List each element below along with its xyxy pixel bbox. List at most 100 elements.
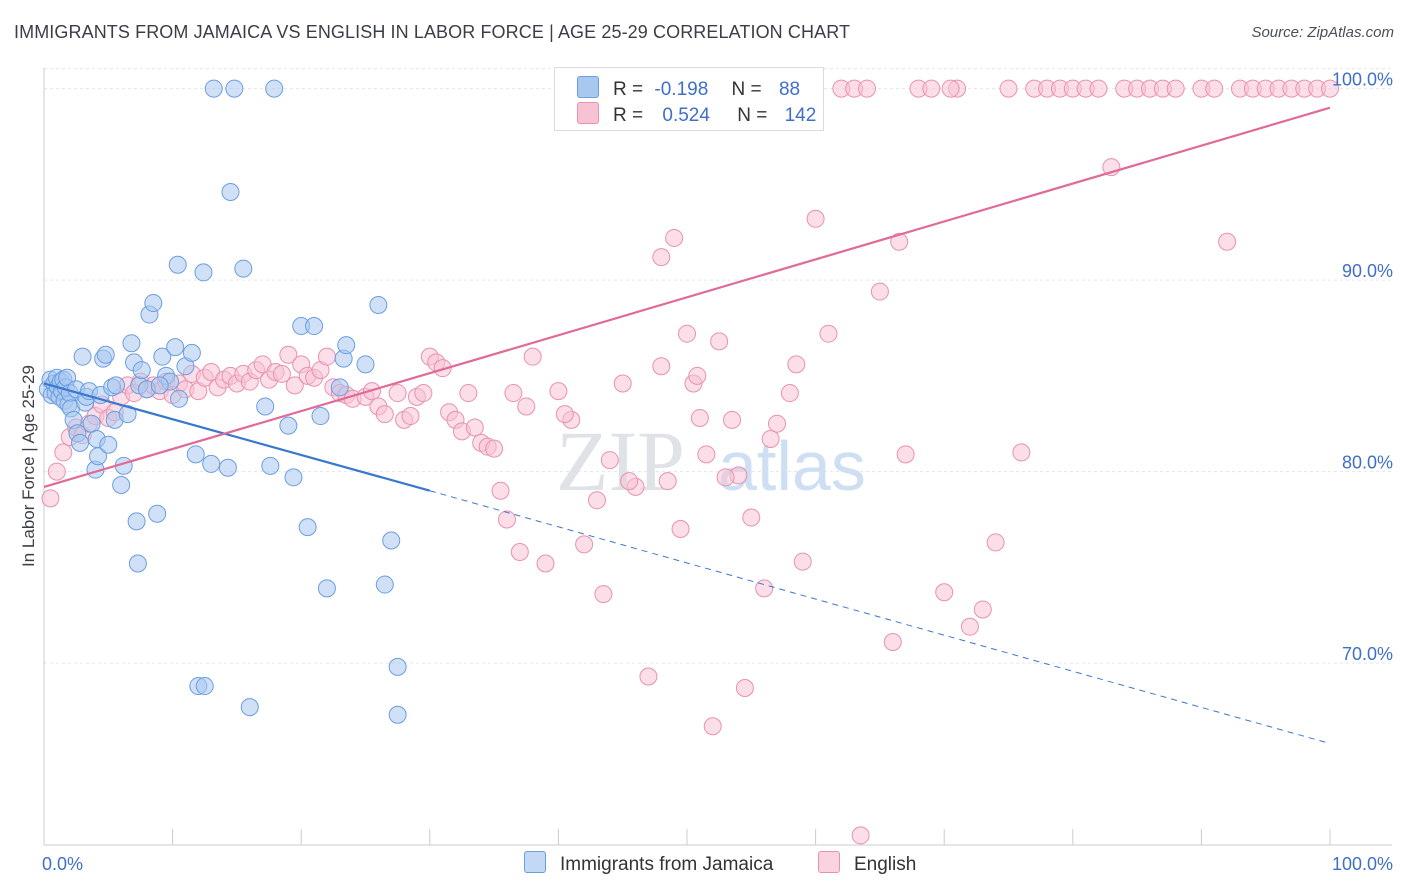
scatter-point [132, 361, 151, 380]
scatter-point [202, 454, 221, 473]
scatter-point [71, 433, 90, 452]
y-tick-label: 80.0% [1342, 453, 1393, 473]
scatter-point [311, 407, 330, 426]
scatter-point [298, 518, 317, 537]
scatter-point [941, 79, 960, 98]
scatter-point [234, 259, 253, 278]
scatter-point [999, 79, 1018, 98]
scatter-point [485, 439, 504, 458]
scatter-point [690, 408, 709, 427]
bottom-legend-swatch-pink [818, 851, 840, 873]
scatter-point [716, 468, 735, 487]
scatter-point [54, 443, 73, 462]
series-jamaica-points [38, 79, 407, 724]
scatter-point [170, 389, 189, 408]
scatter-point [710, 332, 729, 351]
scatter-point [973, 600, 992, 619]
scatter-point [555, 405, 574, 424]
bottom-legend-label: Immigrants from Jamaica [560, 854, 774, 875]
scatter-point [594, 585, 613, 604]
scatter-point [735, 678, 754, 697]
chart-title: IMMIGRANTS FROM JAMAICA VS ENGLISH IN LA… [14, 22, 851, 42]
scatter-point [819, 324, 838, 343]
series-english-points [41, 79, 1339, 845]
scatter-point [703, 717, 722, 736]
scatter-point [1321, 79, 1339, 98]
scatter-point [465, 418, 484, 437]
scatter-point [459, 384, 478, 403]
scatter-point [780, 384, 799, 403]
y-tick-label: 100.0% [1332, 70, 1393, 90]
scatter-point [41, 489, 60, 508]
scatter-point [284, 468, 303, 487]
scatter-point [337, 336, 356, 355]
trend-line-english [43, 106, 1331, 488]
scatter-point [285, 376, 304, 395]
watermark-zip: ZIP [556, 413, 685, 509]
scatter-point [168, 255, 187, 274]
scatter-point [82, 414, 101, 433]
legend-n-value: 142 [784, 105, 817, 126]
scatter-point [697, 445, 716, 464]
scatter-point [73, 347, 92, 366]
scatter-point [153, 347, 172, 366]
scatter-point [240, 698, 259, 717]
bottom-legend-jamaica: Immigrants from Jamaica [524, 851, 773, 876]
scatter-point [491, 481, 510, 500]
y-tick-label: 90.0% [1342, 261, 1393, 281]
scatter-point [89, 447, 108, 466]
scatter-point [305, 317, 324, 336]
scatter-point [688, 366, 707, 385]
scatter-point [652, 357, 671, 376]
scatter-point [182, 343, 201, 362]
scatter-point [107, 376, 126, 395]
scatter-point [671, 520, 690, 539]
legend-n-label: N = [731, 79, 762, 100]
scatter-point [806, 209, 825, 228]
scatter-point [1089, 79, 1108, 98]
scatter-point [148, 504, 167, 523]
scatter-point [256, 397, 275, 416]
scatter-point [768, 414, 787, 433]
scatter-point [369, 295, 388, 314]
y-axis-label: In Labor Force | Age 25-29 [19, 365, 38, 567]
scatter-point [639, 667, 658, 686]
bottom-legend-swatch-blue [524, 851, 546, 873]
scatter-point [99, 435, 118, 454]
scatter-point [883, 633, 902, 652]
scatter-point [504, 384, 523, 403]
scatter-point [356, 355, 375, 374]
scatter-point [793, 552, 812, 571]
y-tick-labels: 70.0% 80.0% 90.0% 100.0% [1332, 70, 1393, 665]
scatter-point [986, 533, 1005, 552]
scatter-point [922, 79, 941, 98]
x-tick-label: 0.0% [42, 854, 83, 874]
scatter-point [935, 583, 954, 602]
scatter-point [613, 374, 632, 393]
scatter-point [1166, 79, 1185, 98]
scatter-point [279, 345, 298, 364]
watermark: ZIP atlas [556, 413, 866, 509]
scatter-point [375, 575, 394, 594]
scatter-point [47, 462, 66, 481]
scatter-point [497, 510, 516, 529]
scatter-point [166, 338, 185, 357]
x-tick-label: 100.0% [1332, 854, 1393, 874]
scatter-point [388, 657, 407, 676]
scatter-point [128, 554, 147, 573]
scatter-point [279, 416, 298, 435]
axes [43, 68, 1392, 846]
trend-lines [43, 106, 1331, 744]
source-label: Source: ZipAtlas.com [1251, 24, 1394, 41]
scatter-point [510, 543, 529, 562]
scatter-point [204, 79, 223, 98]
bottom-legend-label: English [854, 854, 917, 875]
scatter-point [755, 579, 774, 598]
scatter-point [261, 456, 280, 475]
scatter-point [401, 407, 420, 426]
scatter-point [96, 345, 115, 364]
trend-line-jamaica-extrapolated [429, 490, 1331, 744]
scatter-point [265, 79, 284, 98]
scatter-point [388, 705, 407, 724]
scatter-point [517, 397, 536, 416]
